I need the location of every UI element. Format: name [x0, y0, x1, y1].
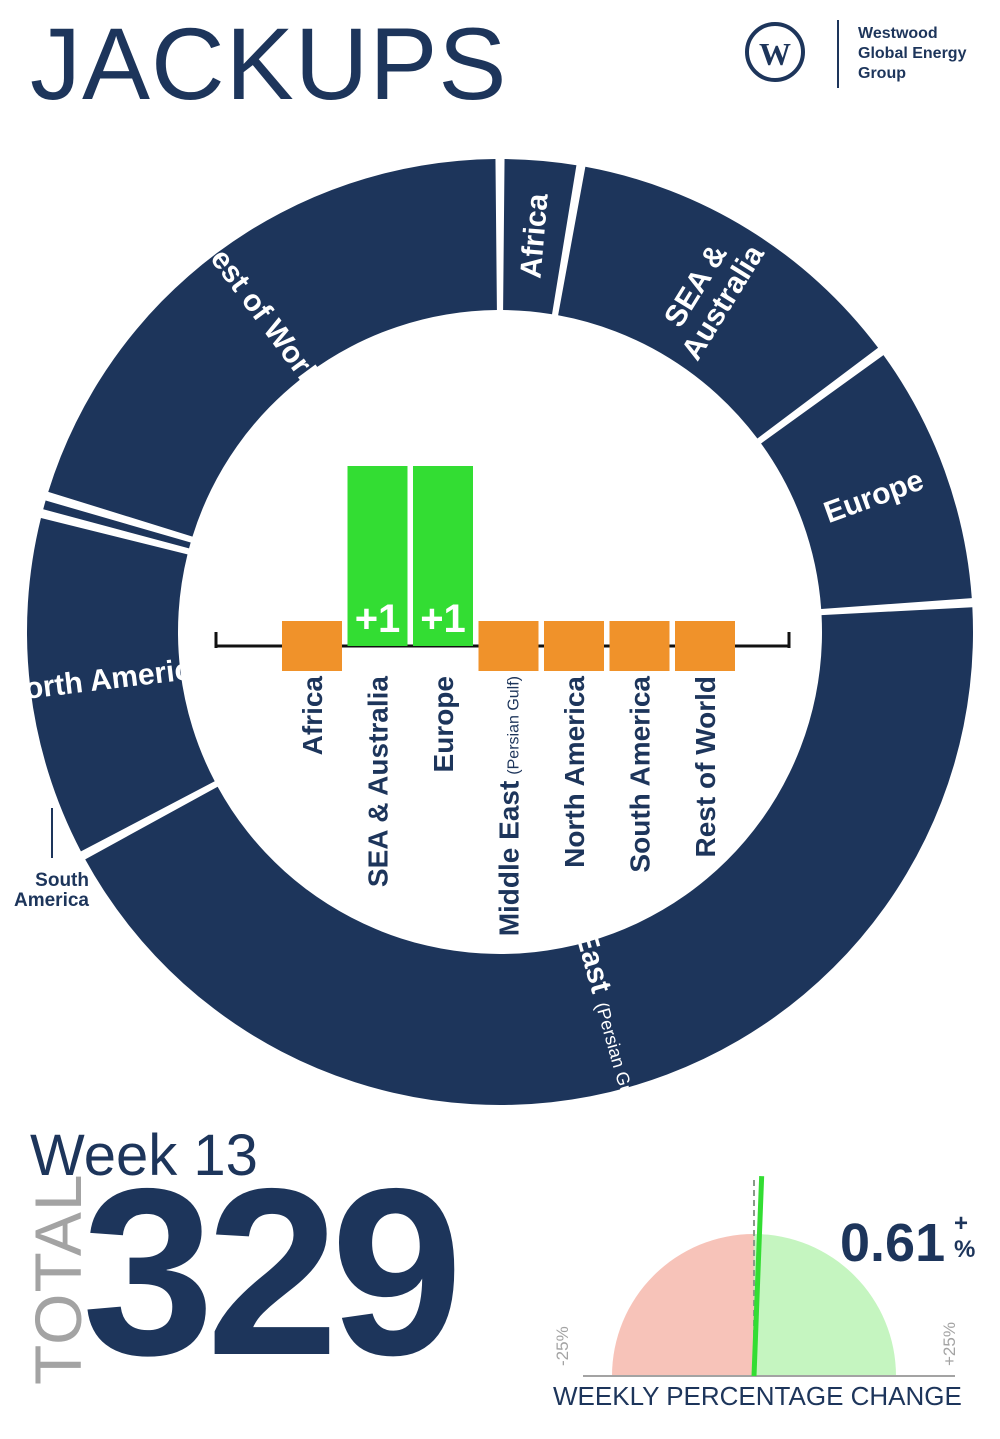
- gauge-positive-half: [754, 1234, 896, 1376]
- percentage-change: 0.61 + %: [840, 1210, 975, 1274]
- percentage-change-unit: %: [954, 1236, 976, 1263]
- bar-north-america: [544, 621, 604, 671]
- brand-name-line-2: Global Energy: [858, 45, 967, 62]
- bar-category-label-main: Rest of World: [690, 676, 721, 857]
- donut-label-africa: Africa: [515, 192, 555, 280]
- bar-category-label-europe: Europe: [428, 676, 459, 772]
- logo-circle-icon: W: [745, 22, 805, 82]
- brand-logo: W Westwood Global Energy Group: [745, 20, 985, 90]
- gauge-negative-half: [612, 1234, 754, 1376]
- logo-divider: [837, 20, 839, 88]
- bar-category-label-south-america: South America: [625, 676, 656, 873]
- bar-sea-and-australia: [347, 466, 408, 646]
- donut-slice-europe: [761, 355, 972, 609]
- bar-value-label-sea-and-australia: +1: [355, 597, 401, 641]
- brand-name-line-3: Group: [858, 65, 906, 82]
- south-america-callout-line-1: South: [35, 870, 89, 891]
- bar-category-label-rest-of-world: Rest of World: [690, 676, 721, 857]
- bar-rest-of-world: [675, 621, 735, 671]
- bar-category-label-africa: Africa: [297, 676, 328, 756]
- bar-category-label-sea-and-australia: SEA & Australia: [363, 676, 394, 888]
- donut-slice-middle-east: [85, 607, 974, 1105]
- bar-category-label-main: SEA & Australia: [363, 676, 394, 888]
- percentage-change-sign: +: [954, 1210, 969, 1237]
- south-america-callout-line-2: America: [14, 890, 89, 911]
- brand-name-line-1: Westwood: [858, 25, 938, 42]
- total-value: 329: [82, 1140, 463, 1405]
- bar-south-america: [609, 621, 670, 671]
- gauge-needle: [751, 1176, 765, 1377]
- donut-slice-rest-of-world: [48, 159, 497, 537]
- donut-slice-sea-and-australia: [558, 166, 879, 439]
- bar-category-label-sub: (Persian Gulf): [506, 676, 523, 775]
- donut-slice-africa: [503, 159, 577, 315]
- bar-africa: [282, 621, 342, 671]
- gauge-min-label: -25%: [553, 1326, 572, 1366]
- bar-category-label-main: Africa: [297, 676, 328, 756]
- bar-category-label-north-america: North America: [559, 676, 590, 868]
- bar-category-label-middle-east: Middle East (Persian Gulf): [494, 676, 525, 936]
- donut-slice-south-america: [43, 500, 191, 549]
- donut-label-text: Africa: [515, 192, 555, 280]
- percentage-change-value: 0.61: [840, 1213, 946, 1273]
- bar-category-label-main: South America: [625, 676, 656, 873]
- gauge-max-label: +25%: [940, 1322, 959, 1366]
- bar-europe: [413, 466, 473, 646]
- gauge-caption: WEEKLY PERCENTAGE CHANGE: [553, 1381, 962, 1411]
- donut-slice-north-america: [26, 517, 215, 852]
- logo-letter: W: [759, 36, 791, 72]
- bar-value-label-europe: +1: [420, 597, 466, 641]
- bar-category-label-main: North America: [559, 676, 590, 868]
- brand-name: Westwood Global Energy Group: [858, 24, 966, 84]
- weekly-change-bar-chart: Africa +1 SEA & Australia +1 Europe Middle Ea…: [214, 466, 791, 936]
- page-title: JACKUPS: [30, 7, 508, 121]
- percentage-gauge: -25% +25%: [553, 1176, 959, 1377]
- bar-category-label-main: Europe: [428, 676, 459, 772]
- bar-category-label-main: Middle East: [494, 781, 525, 937]
- week-label: Week 13: [30, 1123, 258, 1188]
- bar-middle-east: [478, 621, 539, 671]
